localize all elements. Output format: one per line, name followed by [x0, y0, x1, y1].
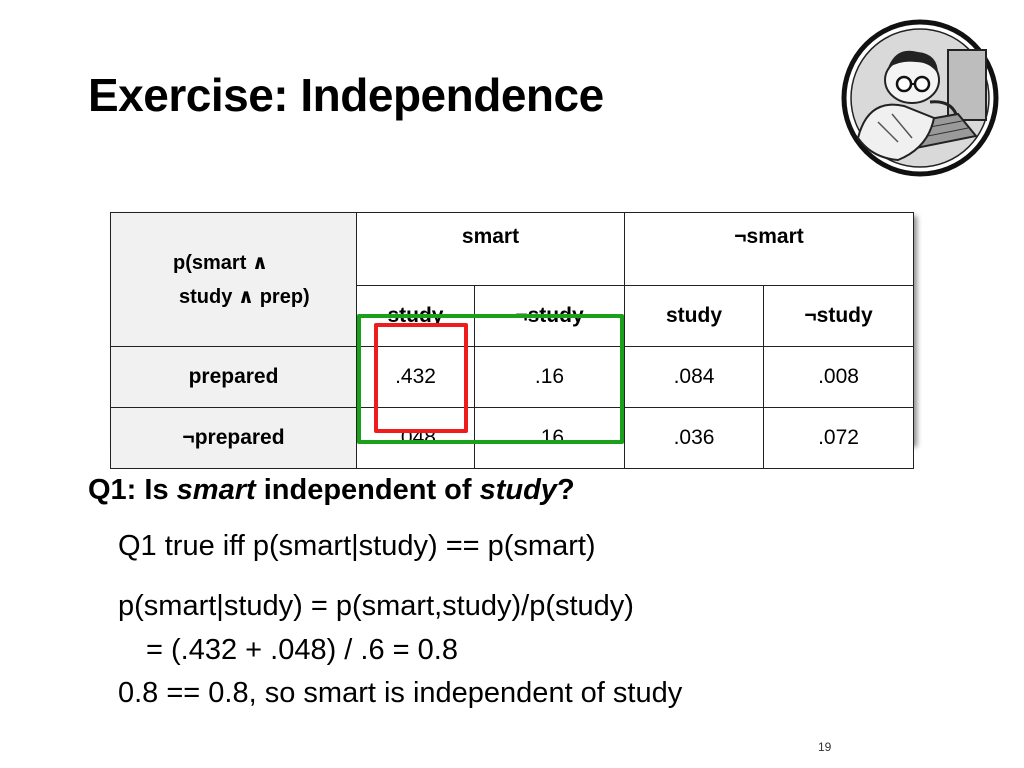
sub-header-not-study: study	[763, 285, 915, 347]
slide-title: Exercise: Independence	[88, 69, 604, 121]
corner-line-2: study ∧ prep)	[179, 285, 310, 308]
col-group-not-smart: smart	[624, 212, 915, 286]
text-line: = (.432 + .048) / .6 = 0.8	[146, 634, 458, 666]
page-number: 19	[818, 740, 832, 754]
row-header-prepared: prepared	[110, 346, 357, 408]
table-corner-header: p(smart ∧ study ∧ prep)	[110, 212, 357, 347]
question-heading: Q1: Is smart independent of study?	[88, 474, 575, 506]
table-cell: .16	[473, 346, 626, 408]
question-var-study: study	[479, 474, 557, 506]
table-cell: .084	[624, 346, 765, 408]
green-highlight-box	[357, 314, 624, 444]
text-line: 0.8 == 0.8, so smart is independent of s…	[118, 677, 683, 709]
sub-header-study: study	[624, 285, 765, 347]
corner-line-1: p(smart ∧	[173, 251, 269, 274]
table-cell: .008	[763, 346, 915, 408]
person-asleep-at-keyboard-icon	[841, 19, 999, 177]
table-cell: .036	[624, 407, 765, 469]
red-highlight-box	[374, 323, 468, 433]
col-group-smart: smart	[355, 212, 626, 286]
table-cell: .072	[763, 407, 915, 469]
text-line: p(smart|study) = p(smart,study)/p(study)	[118, 590, 634, 622]
text-line: Q1 true iff p(smart|study) == p(smart)	[118, 530, 596, 562]
row-header-not-prepared: prepared	[110, 407, 357, 469]
question-var-smart: smart	[176, 474, 256, 506]
